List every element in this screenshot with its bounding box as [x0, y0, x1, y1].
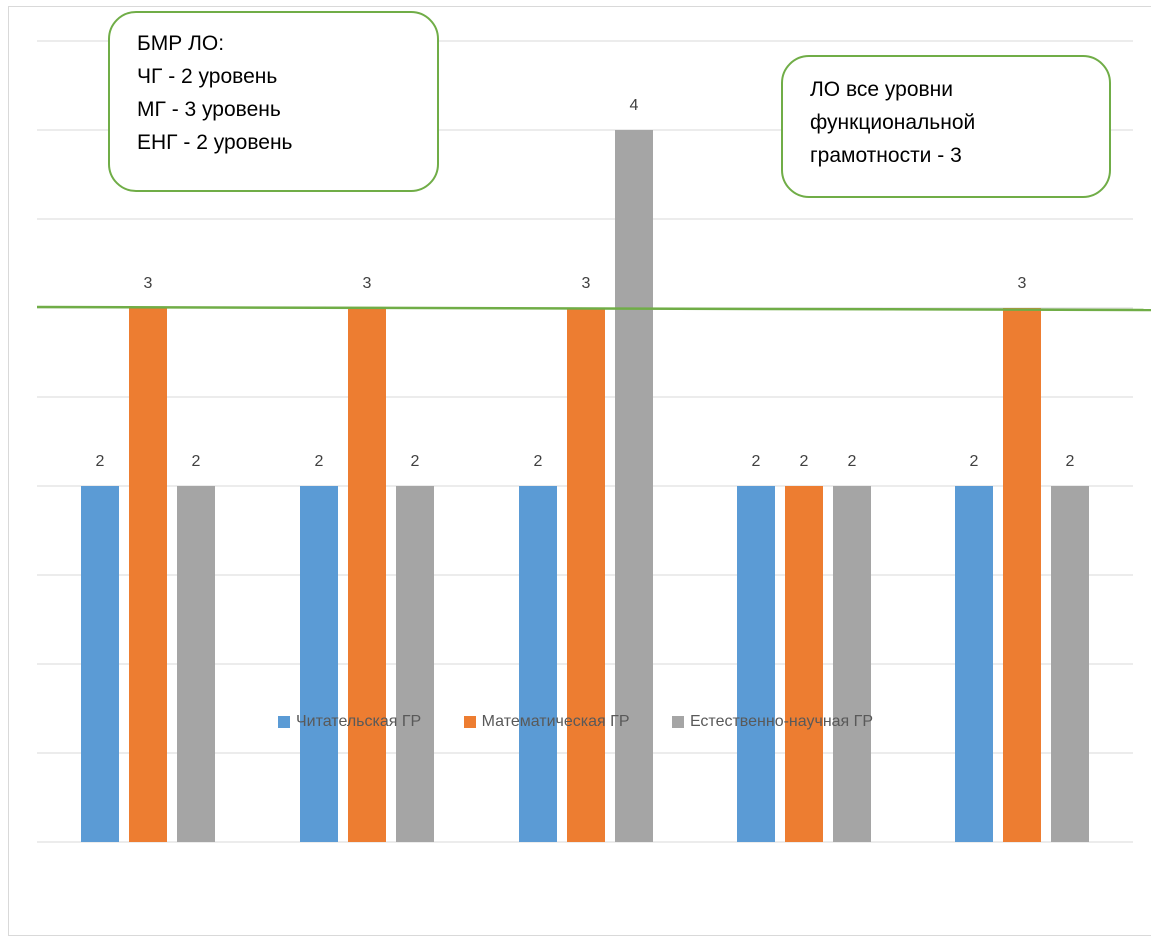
data-label-series0-cat0: 2 [96, 453, 105, 470]
bar-series0-cat3 [737, 486, 775, 842]
bar-series2-cat2 [615, 130, 653, 842]
data-label-series2-cat1: 2 [411, 453, 420, 470]
legend-label-science: Естественно-научная ГР [689, 713, 873, 730]
data-label-series0-cat2: 2 [534, 453, 543, 470]
bar-series2-cat1 [396, 486, 434, 842]
data-label-series1-cat1: 3 [363, 275, 372, 292]
data-label-series0-cat1: 2 [315, 453, 324, 470]
bar-series1-cat3 [785, 486, 823, 842]
data-label-series1-cat3: 2 [800, 453, 809, 470]
bar-series0-cat4 [955, 486, 993, 842]
bars [81, 130, 1089, 842]
callout-left-line-2: ЧГ - 2 уровень [137, 65, 278, 88]
callout-left-line-4: ЕНГ - 2 уровень [137, 131, 293, 154]
bar-series0-cat0 [81, 486, 119, 842]
legend-label-math: Математическая ГР [481, 713, 630, 730]
reference-line [36, 305, 1151, 312]
callout-right-line-1: ЛО все уровни [810, 78, 953, 101]
data-label-series0-cat4: 2 [970, 453, 979, 470]
data-label-series2-cat0: 2 [192, 453, 201, 470]
data-label-series2-cat4: 2 [1066, 453, 1075, 470]
bar-series1-cat4 [1003, 308, 1041, 842]
callout-right-line-3: грамотности - 3 [810, 144, 962, 167]
bar-series0-cat2 [519, 486, 557, 842]
data-label-series1-cat2: 3 [582, 275, 591, 292]
bar-series2-cat4 [1051, 486, 1089, 842]
callout-right-line-2: функциональной [810, 111, 976, 134]
data-label-series2-cat2: 4 [630, 97, 639, 114]
legend-item-science: Естественно-научная ГР [671, 713, 873, 731]
bar-series0-cat1 [300, 486, 338, 842]
bar-series2-cat0 [177, 486, 215, 842]
legend-item-math: Математическая ГР [463, 713, 630, 731]
bar-series1-cat0 [129, 308, 167, 842]
callout-bmr-lo: БМР ЛО: ЧГ - 2 уровень МГ - 3 уровень ЕН… [108, 11, 439, 192]
data-labels: 2 2 2 2 2 3 3 3 2 3 2 2 4 2 2 [96, 97, 1075, 470]
callout-left-line-1: БМР ЛО: [137, 32, 225, 55]
legend-swatch-science [671, 716, 684, 728]
data-label-series1-cat4: 3 [1018, 275, 1027, 292]
callout-left-line-3: МГ - 3 уровень [137, 98, 281, 121]
legend-item-reading: Читательская ГР [278, 713, 421, 731]
reference-line-layer [36, 305, 1151, 312]
bar-series1-cat1 [348, 308, 386, 842]
bar-series2-cat3 [833, 486, 871, 842]
legend-swatch-reading [278, 716, 290, 728]
data-label-series2-cat3: 2 [848, 453, 857, 470]
legend: Читательская ГР Математическая ГР Естест… [0, 713, 1151, 733]
callout-lo-all-levels: ЛО все уровни функциональной грамотности… [781, 55, 1111, 198]
legend-swatch-math [463, 716, 476, 728]
bar-series1-cat2 [567, 308, 605, 842]
legend-label-reading: Читательская ГР [296, 713, 422, 730]
data-label-series0-cat3: 2 [752, 453, 761, 470]
data-label-series1-cat0: 3 [144, 275, 153, 292]
